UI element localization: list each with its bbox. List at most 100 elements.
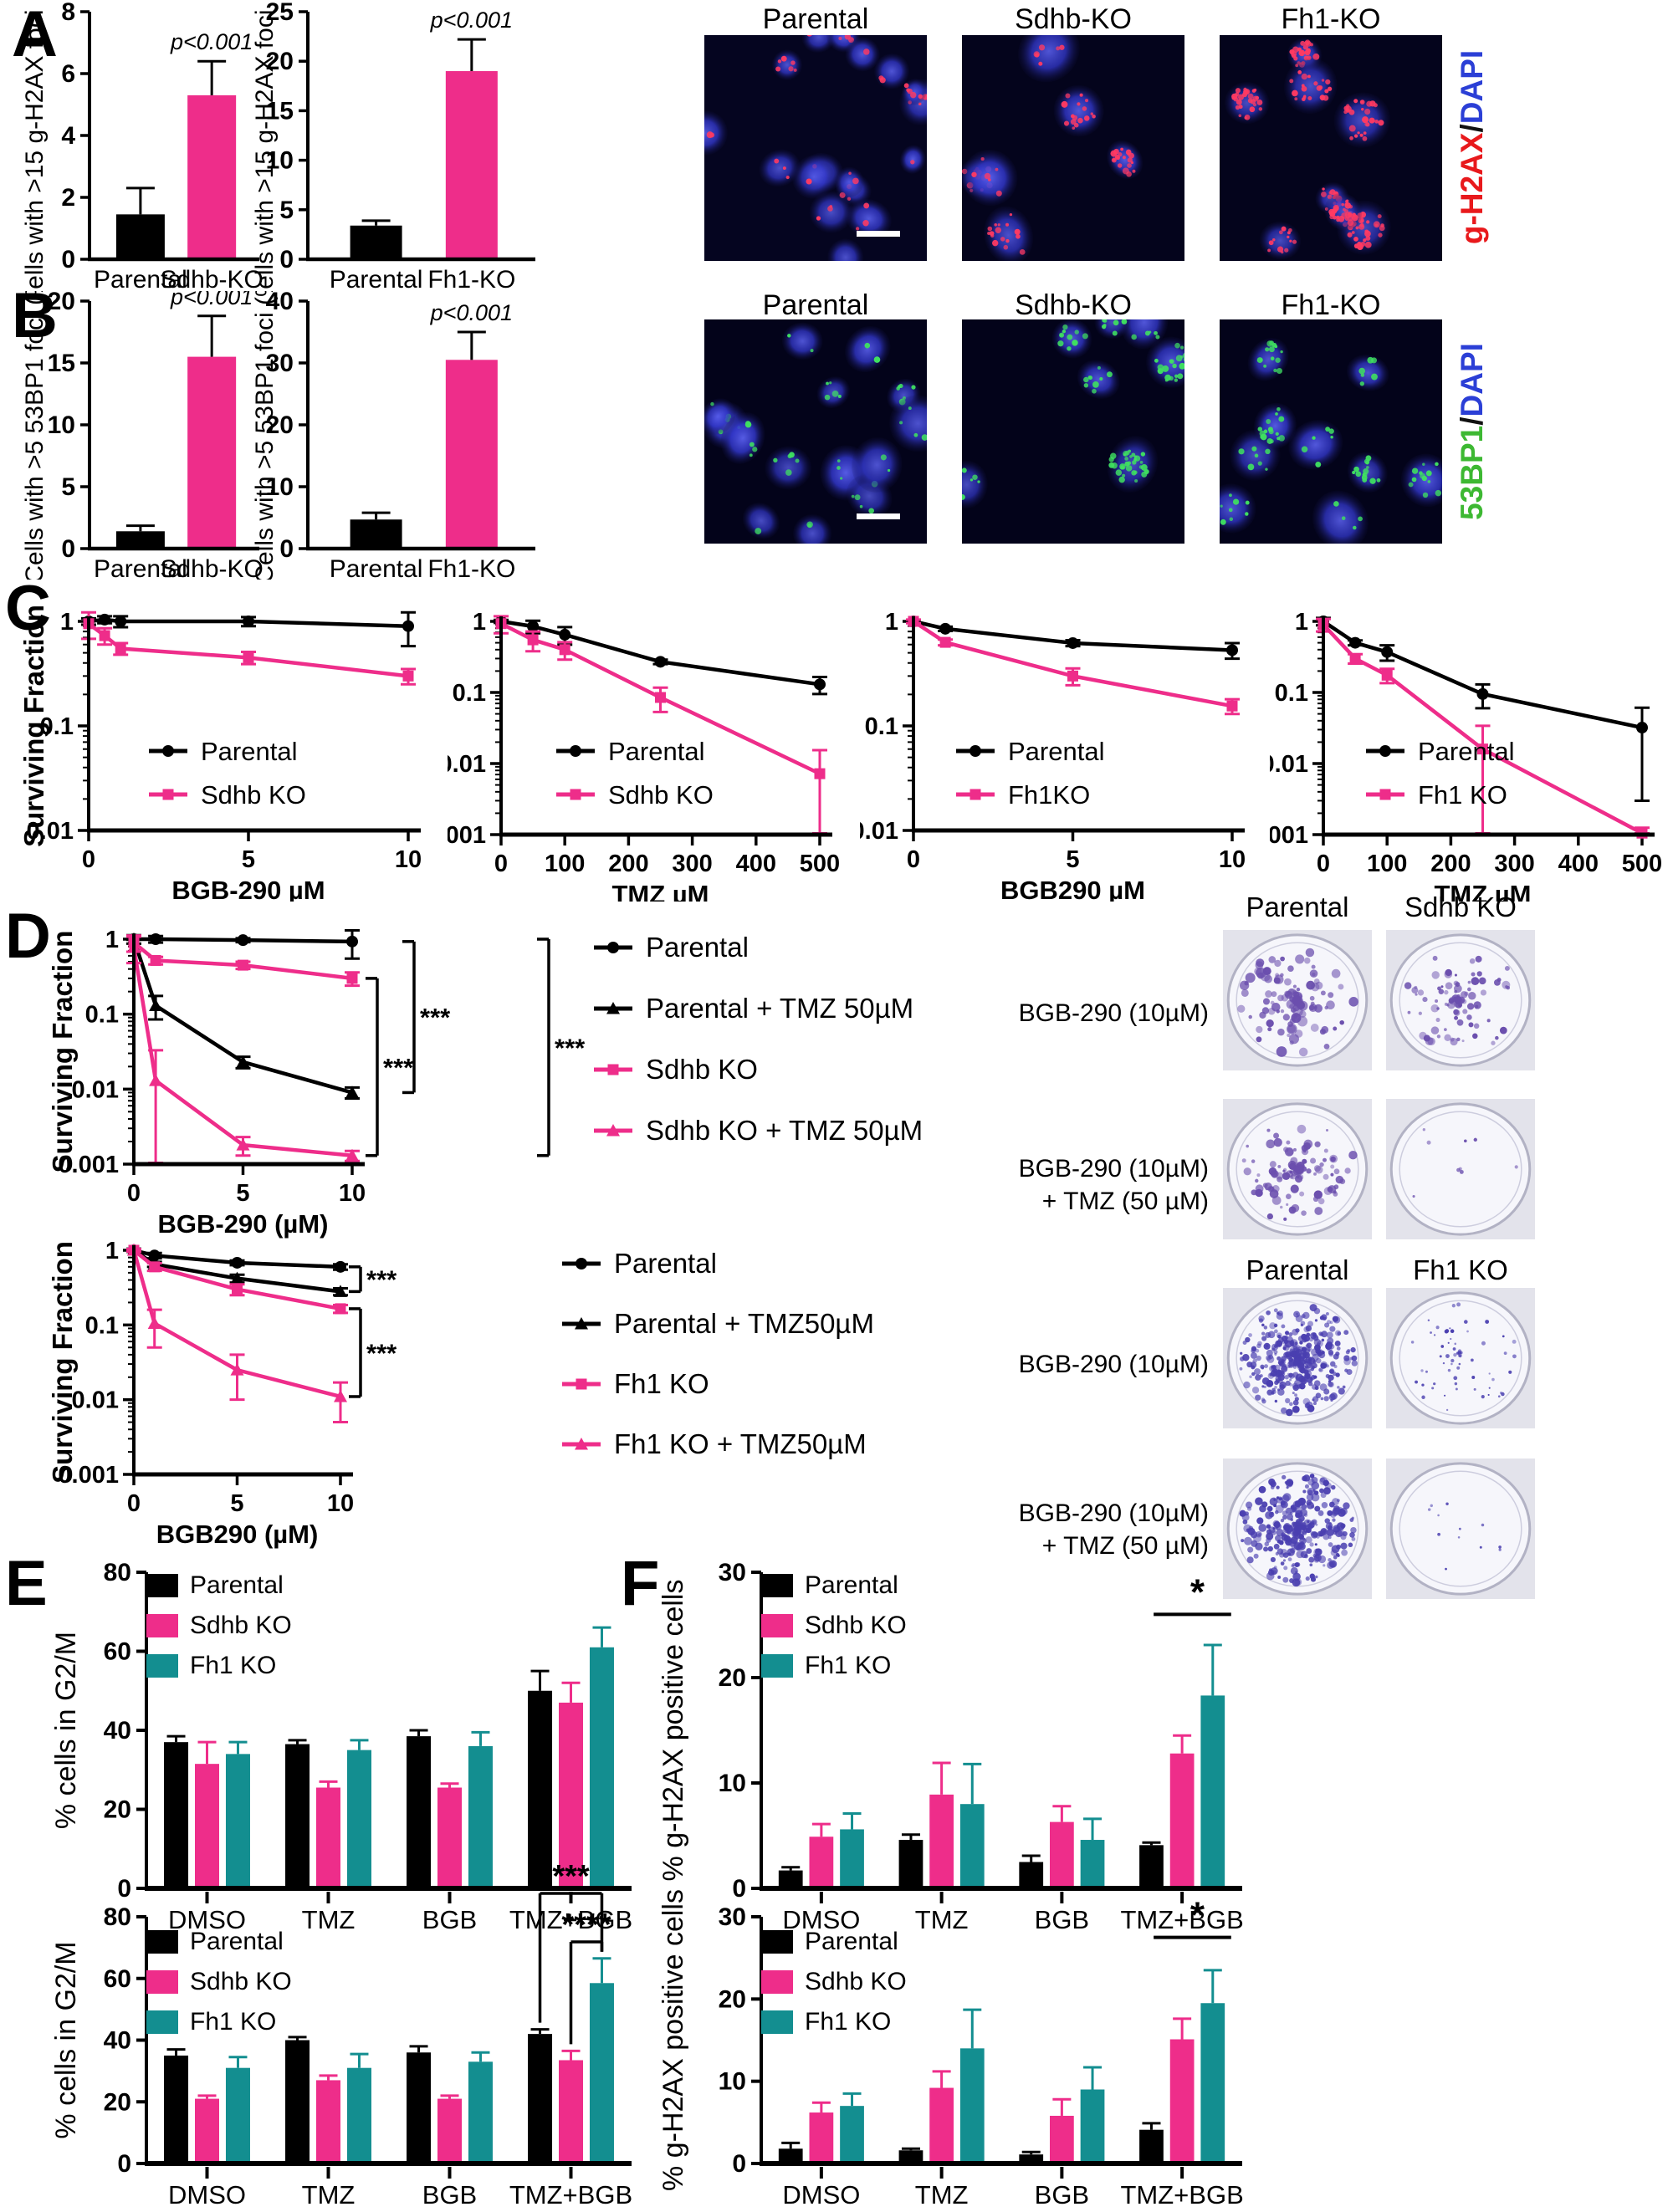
svg-text:BGB290 µM: BGB290 µM bbox=[1000, 876, 1145, 902]
svg-text:10: 10 bbox=[719, 2068, 746, 2096]
svg-text:5: 5 bbox=[230, 1490, 243, 1517]
53bp1-label: 53BP1 bbox=[1455, 425, 1489, 520]
svg-text:Parental: Parental bbox=[1418, 737, 1514, 766]
svg-text:Parental: Parental bbox=[614, 1248, 717, 1279]
svg-text:0.001: 0.001 bbox=[1270, 822, 1308, 849]
panel-label-e: E bbox=[5, 1548, 48, 1619]
chart-c-survival-bgb-sdhb: 1 0.1 0.01 0 5 10 BGB-290 µM Surviving Fraction… bbox=[23, 605, 422, 902]
svg-text:Parental: Parental bbox=[190, 1928, 284, 1955]
svg-text:1: 1 bbox=[1295, 609, 1308, 636]
colony2-row2-label: BGB-290 (10µM) + TMZ (50 µM) bbox=[1008, 1497, 1209, 1562]
svg-text:TMZ: TMZ bbox=[302, 1905, 356, 1929]
svg-text:0.1: 0.1 bbox=[85, 1312, 119, 1339]
svg-text:Fh1 KO: Fh1 KO bbox=[190, 1652, 276, 1679]
micro-b-title-parental: Parental bbox=[762, 289, 869, 321]
svg-text:5: 5 bbox=[236, 1180, 249, 1207]
svg-text:Cells with >15 g-H2AX foci (%): Cells with >15 g-H2AX foci (%) bbox=[253, 2, 279, 290]
panel-label-c: C bbox=[5, 573, 51, 644]
svg-text:200: 200 bbox=[608, 851, 648, 877]
svg-text:Surviving Fraction: Surviving Fraction bbox=[50, 1241, 78, 1484]
svg-text:40: 40 bbox=[266, 291, 294, 315]
svg-text:Cells with >5 53BP1 foci (%): Cells with >5 53BP1 foci (%) bbox=[21, 291, 49, 580]
svg-text:10: 10 bbox=[266, 473, 294, 501]
svg-text:% cells in G2/M: % cells in G2/M bbox=[50, 1941, 82, 2138]
micro-b-image-parental bbox=[704, 319, 927, 544]
micro-b-title-sdhb: Sdhb-KO bbox=[1015, 289, 1132, 321]
svg-text:BGB: BGB bbox=[1035, 2180, 1089, 2209]
svg-text:Fh1 KO: Fh1 KO bbox=[805, 2008, 891, 2036]
svg-text:300: 300 bbox=[672, 851, 712, 877]
svg-text:0.01: 0.01 bbox=[72, 1387, 119, 1414]
svg-text:8: 8 bbox=[61, 2, 75, 26]
micro-b-side-label: 53BP1/DAPI bbox=[1455, 314, 1490, 549]
svg-text:0: 0 bbox=[117, 2150, 131, 2178]
svg-text:***: *** bbox=[366, 1338, 397, 1367]
dish-sdhbblock-parental-bgb bbox=[1223, 930, 1372, 1070]
svg-text:p<0.001: p<0.001 bbox=[430, 300, 513, 325]
svg-text:Surviving Fraction: Surviving Fraction bbox=[23, 605, 49, 847]
svg-text:Fh1 KO + TMZ50µM: Fh1 KO + TMZ50µM bbox=[614, 1428, 867, 1459]
svg-text:DMSO: DMSO bbox=[168, 2180, 246, 2209]
svg-text:TMZ+BGB: TMZ+BGB bbox=[1120, 2180, 1243, 2209]
dapi-label: DAPI bbox=[1455, 343, 1489, 417]
svg-text:20: 20 bbox=[48, 291, 75, 315]
micro-a-side-label: g-H2AX/DAPI bbox=[1455, 30, 1490, 264]
svg-text:5: 5 bbox=[61, 473, 75, 501]
svg-text:Sdhb KO + TMZ 50µM: Sdhb KO + TMZ 50µM bbox=[646, 1115, 923, 1146]
svg-text:0: 0 bbox=[82, 846, 95, 873]
svg-text:Fh1 KO: Fh1 KO bbox=[805, 1652, 891, 1679]
svg-text:Sdhb-KO: Sdhb-KO bbox=[160, 555, 263, 580]
micro-b-title-fh1: Fh1-KO bbox=[1281, 289, 1381, 321]
svg-text:20: 20 bbox=[266, 411, 294, 439]
svg-text:10: 10 bbox=[339, 1180, 366, 1207]
svg-text:500: 500 bbox=[1622, 851, 1662, 877]
dish-sdhbblock-parental-bgbtmz bbox=[1223, 1099, 1372, 1239]
svg-text:% g-H2AX positive cells: % g-H2AX positive cells bbox=[657, 1889, 689, 2191]
svg-text:20: 20 bbox=[104, 1796, 131, 1824]
svg-text:30: 30 bbox=[719, 1559, 746, 1586]
svg-text:***: *** bbox=[552, 1865, 590, 1894]
chart-c-survival-tmz-sdhb: 1 0.1 0.01 0.001 0 100 200 300 400 500 TMZ µM Paren… bbox=[448, 609, 840, 902]
dish-sdhbblock-sdhb-bgbtmz bbox=[1386, 1099, 1535, 1239]
svg-text:10: 10 bbox=[327, 1490, 354, 1517]
colony1-row2-line2: + TMZ (50 µM) bbox=[1041, 1188, 1209, 1215]
svg-text:Sdhb-KO: Sdhb-KO bbox=[160, 266, 263, 290]
colony1-col-parental: Parental bbox=[1246, 891, 1349, 922]
colony2-row1-label: BGB-290 (10µM) bbox=[1018, 1351, 1209, 1378]
svg-text:DMSO: DMSO bbox=[168, 1905, 246, 1929]
svg-text:***: *** bbox=[555, 1033, 586, 1062]
svg-text:Cells with >15 g-H2AX foci (%): Cells with >15 g-H2AX foci (%) bbox=[21, 2, 49, 290]
panel-label-a: A bbox=[12, 0, 58, 70]
svg-text:Parental + TMZ50µM: Parental + TMZ50µM bbox=[614, 1308, 874, 1339]
svg-text:60: 60 bbox=[104, 1638, 131, 1666]
svg-text:100: 100 bbox=[1367, 851, 1407, 877]
svg-text:30: 30 bbox=[719, 1903, 746, 1931]
svg-text:0.1: 0.1 bbox=[865, 713, 898, 740]
panel-label-f: F bbox=[621, 1548, 659, 1619]
svg-text:6: 6 bbox=[61, 60, 75, 88]
svg-text:1: 1 bbox=[105, 1240, 119, 1264]
chart-c-survival-tmz-fh1: 1 0.1 0.01 0.001 0 100 200 300 400 500 TMZ µM Paren… bbox=[1270, 609, 1662, 902]
slash-label: / bbox=[1455, 124, 1489, 133]
svg-text:0: 0 bbox=[61, 535, 75, 563]
svg-text:0.01: 0.01 bbox=[1270, 751, 1308, 778]
svg-text:TMZ µM: TMZ µM bbox=[1435, 880, 1532, 902]
svg-text:BGB: BGB bbox=[1035, 1905, 1089, 1929]
chart-d-survival-combo-fh1: 1 0.1 0.01 0.001 0 5 10 BGB290 (µM) Surviving Fr… bbox=[50, 1240, 874, 1549]
svg-text:***: *** bbox=[383, 1053, 414, 1082]
svg-text:Parental: Parental bbox=[94, 555, 187, 580]
svg-text:Fh1-KO: Fh1-KO bbox=[427, 555, 515, 580]
svg-text:Sdhb KO: Sdhb KO bbox=[646, 1054, 758, 1085]
panel-label-d: D bbox=[5, 901, 51, 972]
svg-text:100: 100 bbox=[545, 851, 585, 877]
colony2-col-parental: Parental bbox=[1246, 1254, 1349, 1285]
svg-text:Sdhb KO: Sdhb KO bbox=[201, 780, 306, 810]
colony1-row1-label: BGB-290 (10µM) bbox=[1018, 999, 1209, 1027]
svg-text:0.1: 0.1 bbox=[85, 1002, 119, 1029]
svg-text:Parental: Parental bbox=[330, 555, 423, 580]
svg-text:Fh1KO: Fh1KO bbox=[1008, 780, 1090, 810]
micro-a-image-parental bbox=[704, 35, 927, 261]
gh2ax-label: g-H2AX bbox=[1455, 132, 1489, 245]
svg-text:TMZ+BGB: TMZ+BGB bbox=[1120, 1905, 1243, 1929]
svg-text:*: * bbox=[1190, 1895, 1205, 1936]
